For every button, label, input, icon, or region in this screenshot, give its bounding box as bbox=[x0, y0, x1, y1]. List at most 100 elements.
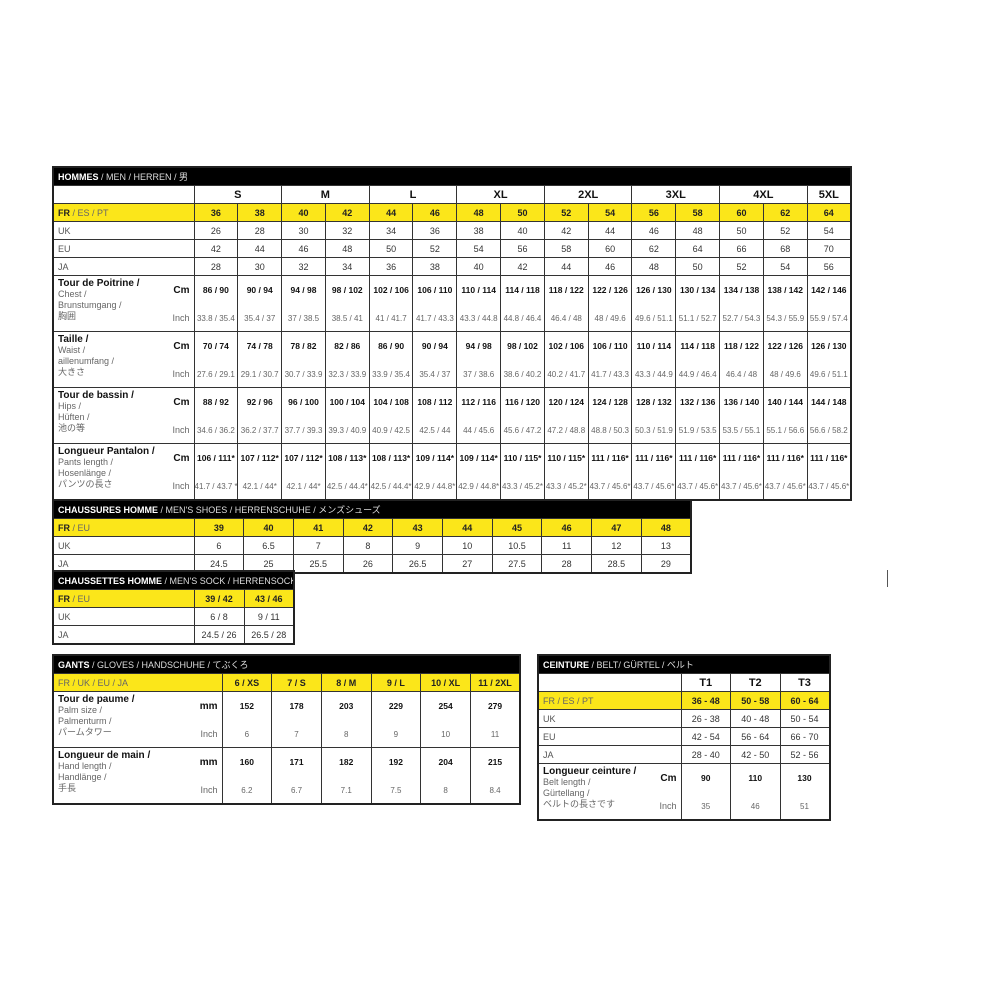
row-label: UK bbox=[537, 709, 682, 728]
metric-value: 126 / 130 bbox=[636, 285, 672, 295]
unit-metric: Cm bbox=[173, 341, 190, 352]
measurement-value: 130 / 134 51.1 / 52.7 bbox=[675, 275, 721, 332]
fr-row: FR / ES / PT 36 38 40 42 44 46 48 50 52 54 56 58 60 62… bbox=[52, 203, 852, 222]
metric-value: 107 / 112* bbox=[240, 453, 279, 463]
table-row: JA 24.5 / 26 26.5 / 28 bbox=[52, 625, 295, 645]
inch-value: 42.9 / 44.8* bbox=[414, 481, 456, 491]
measurement-label-line: Hips / bbox=[58, 401, 82, 411]
table-row: UK 26 - 38 40 - 48 50 - 54 bbox=[537, 709, 830, 728]
inch-value: 46 bbox=[750, 801, 760, 811]
measurement-value: 110 / 114 43.3 / 44.8 bbox=[456, 275, 502, 332]
metric-value: 110 / 114 bbox=[636, 341, 672, 351]
inch-value: 42.1 / 44* bbox=[242, 481, 277, 491]
title-rest: / MEN'S SOCK / HERRENSOCKE / メンズソックス bbox=[164, 576, 293, 586]
measurement-label-line: Gürtellang / bbox=[543, 788, 590, 798]
metric-value: 111 / 116* bbox=[678, 453, 717, 463]
metric-value: 130 bbox=[797, 773, 812, 783]
size-value: 9 / 11 bbox=[243, 607, 295, 626]
measurement-value: 111 / 116* 43.7 / 45.6* bbox=[631, 443, 677, 500]
size-value: 32 bbox=[324, 221, 370, 240]
measurement-value: 106 / 111* 41.7 / 43.7 * bbox=[193, 443, 239, 500]
measurement-value: 128 / 132 50.3 / 51.9 bbox=[631, 387, 677, 444]
metric-value: 110 / 115* bbox=[503, 453, 542, 463]
size-group-header: 5XL bbox=[806, 185, 852, 204]
fr-size: 7 / S bbox=[271, 673, 322, 692]
measurement-value: 108 / 113* 42.5 / 44.4* bbox=[368, 443, 414, 500]
metric-value: 112 / 116 bbox=[461, 397, 496, 407]
fr-size: 39 bbox=[193, 518, 245, 537]
inch-value: 42.5 / 44.4* bbox=[326, 481, 368, 491]
inch-value: 55.9 / 57.4 bbox=[809, 314, 848, 323]
unit-metric: Cm bbox=[173, 397, 190, 408]
size-value: 50 bbox=[719, 221, 764, 240]
fr-size: 43 bbox=[392, 518, 443, 537]
inch-value: 43.3 / 44.8 bbox=[459, 314, 498, 323]
size-group-header: M bbox=[281, 185, 370, 204]
fr-label: FR bbox=[58, 593, 70, 604]
measurement-value: 142 / 146 55.9 / 57.4 bbox=[806, 275, 852, 332]
metric-value: 114 / 118 bbox=[680, 341, 715, 351]
size-value: 38 bbox=[412, 257, 458, 276]
socks-table: CHAUSSETTES HOMME / MEN'S SOCK / HERRENS… bbox=[52, 570, 295, 645]
measurement-label-line: Belt length / bbox=[543, 777, 591, 787]
inch-value: 38.6 / 40.2 bbox=[503, 370, 542, 379]
measurement-label-line: Tour de bassin / bbox=[58, 390, 134, 401]
measurement-value: 120 / 124 47.2 / 48.8 bbox=[543, 387, 589, 444]
size-value: 6 / 8 bbox=[193, 607, 245, 626]
measurement-row: Longueur de main / Hand length / Handlänge… bbox=[52, 747, 521, 804]
size-value: 26.5 / 28 bbox=[243, 625, 295, 645]
size-value: 28 bbox=[237, 221, 283, 240]
divider bbox=[887, 570, 888, 587]
metric-value: 90 bbox=[701, 773, 711, 783]
size-value: 50 - 54 bbox=[779, 709, 830, 728]
fr-size: 60 bbox=[719, 203, 764, 222]
measurement-label-line: Hosenlänge / bbox=[58, 468, 112, 478]
measurement-value: 130 51 bbox=[779, 763, 830, 820]
inch-value: 54.3 / 55.9 bbox=[766, 314, 805, 323]
measurement-label-line: Chest / bbox=[58, 289, 87, 299]
inch-value: 41.7 / 43.3 bbox=[415, 314, 454, 323]
measurement-row: Tour de Poitrine / Chest / Brunstumgang / 胸… bbox=[52, 275, 852, 332]
table-row: EU 42 - 54 56 - 64 66 - 70 bbox=[537, 727, 830, 746]
measurement-value: 229 9 bbox=[370, 691, 422, 748]
inch-value: 48 / 49.6 bbox=[594, 314, 626, 323]
inch-value: 43.7 / 45.6* bbox=[721, 481, 762, 491]
metric-value: 142 / 146 bbox=[811, 285, 847, 295]
metric-value: 104 / 108 bbox=[373, 397, 409, 407]
measurement-value: 203 8 bbox=[320, 691, 372, 748]
size-value: 29 bbox=[640, 554, 692, 574]
inch-value: 36.2 / 37.7 bbox=[240, 426, 279, 435]
size-value: 58 bbox=[543, 239, 589, 258]
measurement-value: 82 / 86 32.3 / 33.9 bbox=[324, 331, 370, 388]
inch-value: 43.3 / 45.2* bbox=[502, 481, 543, 491]
fr-size: 54 bbox=[587, 203, 633, 222]
metric-value: 126 / 130 bbox=[811, 341, 847, 351]
inch-value: 7.1 bbox=[340, 785, 352, 795]
unit-metric: Cm bbox=[173, 453, 190, 464]
socks-size-table: CHAUSSETTES HOMME / MEN'S SOCK / HERRENS… bbox=[52, 570, 295, 645]
fr-size: 36 bbox=[193, 203, 239, 222]
fr-label: FR bbox=[58, 207, 70, 218]
inch-value: 45.6 / 47.2 bbox=[503, 426, 542, 435]
row-label: JA bbox=[52, 257, 195, 276]
size-value: 48 bbox=[324, 239, 370, 258]
measurement-value: 215 8.4 bbox=[469, 747, 521, 804]
size-value: 56 bbox=[500, 239, 545, 258]
inch-value: 50.3 / 51.9 bbox=[634, 426, 673, 435]
size-value: 13 bbox=[640, 536, 692, 555]
measurement-value: 116 / 120 45.6 / 47.2 bbox=[500, 387, 545, 444]
inch-value: 43.7 / 45.6* bbox=[589, 481, 631, 491]
belt-size-table: CEINTURE / BELT/ GÜRTEL / ベルト T1 T2 T3 FR / … bbox=[537, 654, 831, 821]
size-header: T2 bbox=[730, 673, 781, 692]
gloves-size-table: GANTS / GLOVES / HANDSCHUHE / てぶくろ FR / U… bbox=[52, 654, 522, 805]
measurement-label: Longueur Pantalon / Pants length / Hosenlä… bbox=[52, 443, 166, 500]
measurement-value: 124 / 128 48.8 / 50.3 bbox=[587, 387, 633, 444]
empty-cell bbox=[537, 673, 682, 692]
fr-size: 60 - 64 bbox=[779, 691, 830, 710]
inch-value: 37 / 38.6 bbox=[463, 370, 495, 379]
metric-value: 94 / 98 bbox=[290, 285, 317, 295]
fr-size: 58 bbox=[675, 203, 721, 222]
measurement-value: 107 / 112* 42.1 / 44* bbox=[237, 443, 283, 500]
title-rest: / BELT/ GÜRTEL / ベルト bbox=[589, 660, 694, 670]
